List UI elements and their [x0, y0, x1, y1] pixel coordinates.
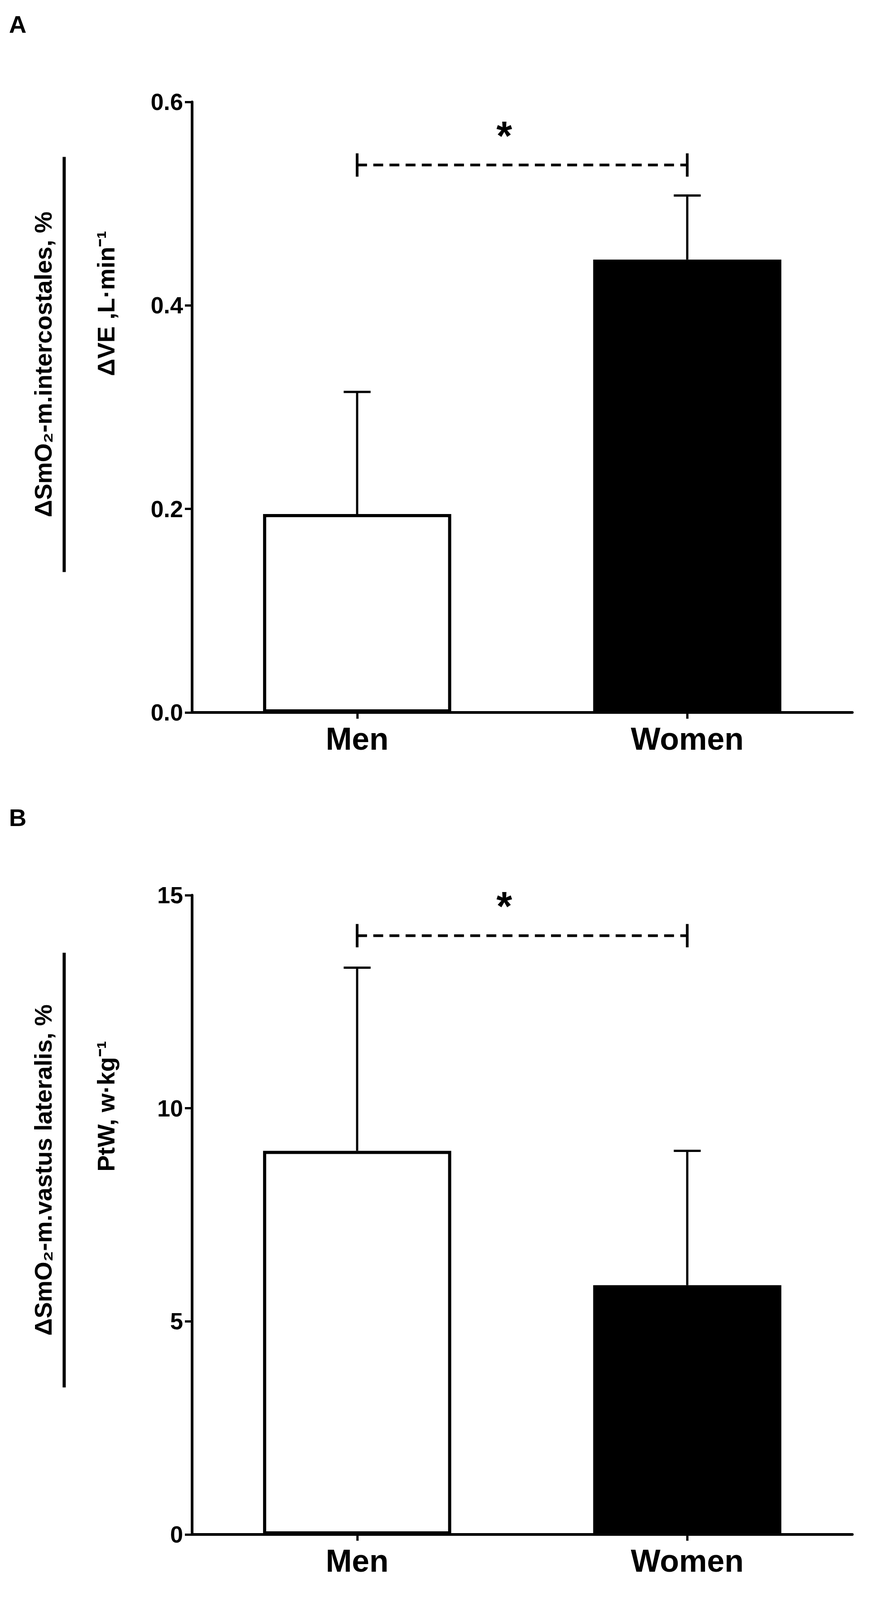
svg-text:ΔVE ,L·min⁻¹: ΔVE ,L·min⁻¹	[92, 230, 120, 377]
svg-text:Men: Men	[325, 1543, 389, 1579]
svg-text:15: 15	[157, 881, 184, 908]
svg-text:B: B	[8, 803, 27, 831]
svg-text:5: 5	[170, 1307, 184, 1334]
svg-text:10: 10	[157, 1095, 184, 1122]
svg-text:*: *	[496, 883, 513, 929]
svg-text:PtW, w·kg⁻¹: PtW, w·kg⁻¹	[92, 1040, 120, 1171]
svg-text:0: 0	[170, 1521, 184, 1548]
svg-text:0.6: 0.6	[150, 88, 184, 115]
svg-text:Women: Women	[631, 1543, 745, 1579]
svg-text:Men: Men	[325, 721, 389, 757]
svg-text:*: *	[496, 113, 513, 159]
svg-text:0.0: 0.0	[150, 699, 184, 726]
svg-text:Women: Women	[631, 721, 745, 757]
svg-text:0.4: 0.4	[150, 292, 184, 319]
svg-text:0.2: 0.2	[150, 495, 184, 522]
svg-text:ΔSmO₂-m.vastus lateralis, %: ΔSmO₂-m.vastus lateralis, %	[29, 1003, 57, 1336]
svg-text:A: A	[8, 10, 27, 38]
svg-text:ΔSmO₂-m.intercostales, %: ΔSmO₂-m.intercostales, %	[29, 211, 57, 518]
